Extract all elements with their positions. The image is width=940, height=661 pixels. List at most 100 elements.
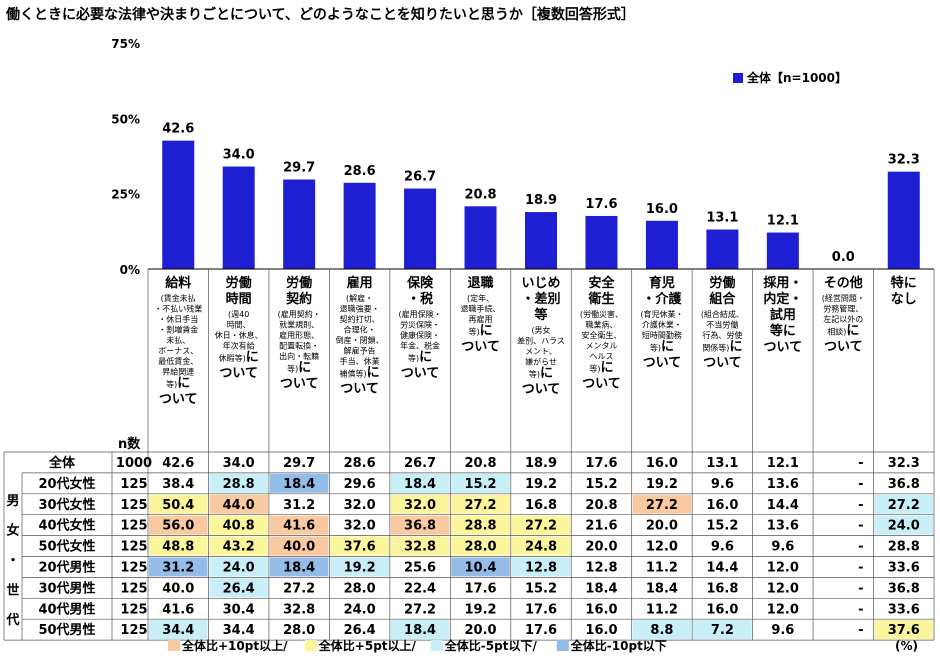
highlight-cell [451,515,510,535]
bar [162,140,195,269]
footer-swatch [168,640,180,651]
category-label-detail: ・休日手当 [158,314,198,324]
y-tick-label: 25% [111,188,140,202]
table-cell: 44.0 [223,498,255,513]
row-n: 1000 [116,456,152,471]
table-cell: 27.2 [525,519,557,534]
table-cell: - [858,540,863,555]
table-cell: - [858,498,863,513]
table-cell: - [858,561,863,576]
row-n: 125 [120,561,147,576]
value-label: 16.0 [646,202,678,217]
table-cell: 20.8 [585,498,617,513]
category-label-detail: 不当労働 [706,320,738,330]
value-label: 17.6 [585,197,617,212]
highlight-cell [269,536,329,556]
category-label-detail: ボーナス、 [158,347,198,356]
row-n: 125 [120,581,147,596]
value-label: 32.3 [888,153,920,168]
table-cell: 7.2 [711,623,734,638]
table-cell: 26.4 [344,623,376,638]
table-cell: 42.6 [162,456,194,471]
category-label: 給料 [165,275,191,291]
table-cell: 16.0 [585,602,617,617]
table-cell: 15.2 [585,477,617,492]
category-label: 労働 [709,275,735,291]
category-label-detail: (男女 [531,325,550,335]
category-label-detail: (育児休業・ [640,309,683,319]
category-label-detail: メント、 [525,347,557,356]
table-cell: 40.0 [283,540,315,555]
row-label: 20代男性 [38,560,95,576]
table-cell: 12.8 [525,561,557,576]
table-cell: 24.0 [344,602,376,617]
highlight-cell [269,557,329,577]
highlight-cell [511,515,571,535]
category-label-detail: ・不払い残業 [154,304,202,314]
category-label-detail: 手当、休業 [340,356,380,366]
table-cell: 14.4 [767,498,799,513]
category-label: 安全 [588,275,615,291]
category-label-detail: 等)に [468,324,492,339]
category-label-detail: 合理化・ [344,325,376,335]
category-label: ついて [824,340,863,355]
row-label: 全体 [48,455,76,471]
category-label: なし [891,292,917,307]
category-label-detail: 健康保険・ [400,330,440,340]
table-cell: 22.4 [404,581,436,596]
unit-label: (%) [895,639,918,653]
category-label-detail: 退職手続、 [461,304,501,314]
table-cell: 12.8 [585,561,617,576]
highlight-cell [209,515,268,535]
table-cell: 48.8 [162,540,194,555]
highlight-cell [209,557,268,577]
table-cell: 36.8 [888,477,920,492]
table-cell: 16.0 [585,623,617,638]
table-cell: 29.6 [344,477,376,492]
bar [706,229,739,269]
n-header: n数 [118,436,141,452]
table-cell: 40.8 [223,519,255,534]
table-cell: 33.6 [888,561,920,576]
category-label: 労働 [286,275,312,291]
category-label: ついて [461,340,500,355]
category-label-detail: (雇用保険・ [399,309,442,319]
table-cell: 17.6 [585,456,617,471]
category-label: ついて [159,392,198,407]
table-cell: 13.6 [767,519,799,534]
y-tick-label: 0% [120,263,140,277]
category-label-detail: (雇用契約・ [278,309,321,319]
table-cell: 9.6 [771,540,794,555]
table-cell: 16.0 [706,498,738,513]
table-cell: 20.0 [646,519,678,534]
highlight-cell [874,515,933,535]
value-label: 13.1 [706,211,738,226]
category-label: 時間 [226,291,252,307]
table-cell: - [858,456,863,471]
highlight-cell [451,536,510,556]
table-cell: - [858,623,863,638]
table-cell: 56.0 [162,519,194,534]
category-label-detail: (解雇・ [346,293,373,303]
highlight-cell [149,620,208,640]
table-cell: 24.0 [223,561,255,576]
table-cell: 43.2 [223,540,255,555]
table-cell: 9.6 [771,623,794,638]
category-label: ・差別 [521,291,560,307]
table-cell: 27.2 [888,498,920,513]
table-cell: 28.8 [888,540,920,555]
table-cell: 15.2 [706,519,738,534]
category-label-detail: 労災保険・ [400,320,440,330]
category-label-detail: 年金、税金 [400,341,440,351]
category-label: 労働 [226,275,252,291]
category-label-detail: 相談)に [827,324,859,339]
row-label: 40代女性 [38,518,95,534]
table-cell: 17.6 [525,602,557,617]
row-label: 40代男性 [38,601,95,617]
table-cell: 34.4 [223,623,255,638]
value-label: 18.9 [525,193,557,208]
category-label: ついて [219,366,258,381]
table-cell: 18.9 [525,456,557,471]
table-cell: 17.6 [525,623,557,638]
highlight-cell [149,536,208,556]
